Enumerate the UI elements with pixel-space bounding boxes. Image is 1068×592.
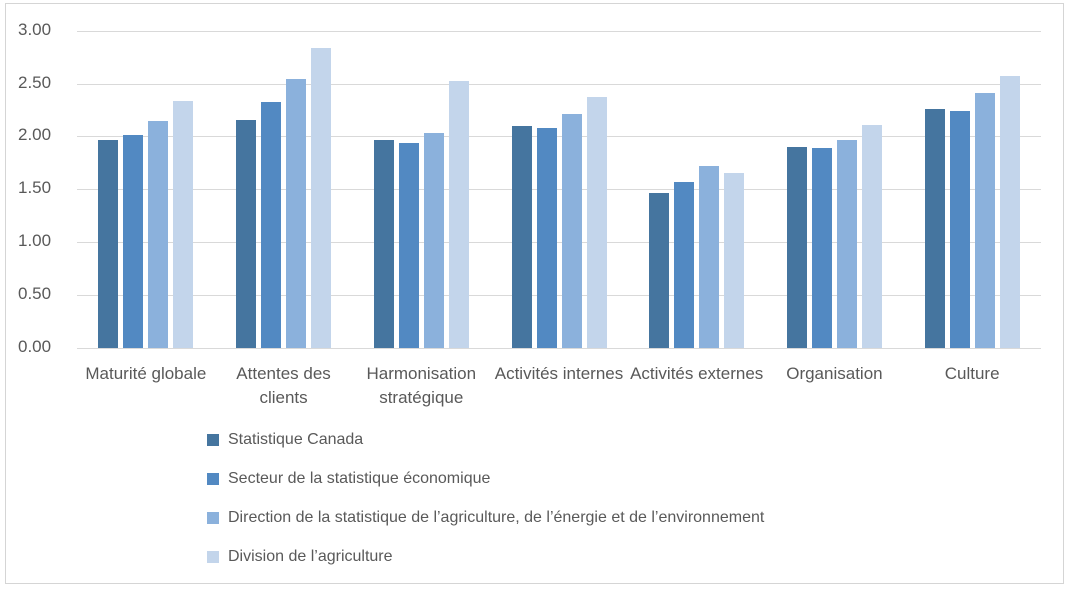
gridline [77, 136, 1041, 138]
legend-swatch-icon [207, 512, 219, 524]
bar-series3-cat1 [148, 120, 169, 348]
gridline [77, 348, 1041, 349]
legend-swatch-icon [207, 473, 219, 485]
bar-series3-cat7 [974, 93, 995, 348]
legend-label: Secteur de la statistique économique [228, 470, 491, 487]
x-axis-category-label: Attentes des clients [236, 364, 331, 407]
gridline [77, 30, 1041, 32]
gridline [77, 83, 1041, 85]
y-axis-tick-label: 1.50 [18, 178, 52, 198]
x-axis-category-label: Harmonisation stratégique [366, 364, 477, 407]
x-axis-category-label: Activités internes [494, 364, 624, 383]
bar-series2-cat5 [674, 181, 695, 348]
y-axis-tick-label: 1.00 [18, 231, 52, 251]
y-axis-tick-label: 2.50 [18, 72, 52, 92]
bar-series1-cat2 [236, 119, 257, 348]
legend-swatch-icon [207, 434, 219, 446]
bar-series1-cat7 [924, 108, 945, 348]
legend-item-2: Secteur de la statistique économique [207, 470, 764, 509]
bar-series4-cat3 [448, 81, 469, 348]
gridline [77, 295, 1041, 297]
bar-series4-cat2 [311, 47, 332, 348]
bar-series4-cat1 [173, 100, 194, 348]
bar-series4-cat6 [861, 124, 882, 348]
bar-series1-cat1 [98, 139, 119, 348]
bar-series3-cat3 [423, 133, 444, 348]
x-axis-category-label: Activités externes [630, 364, 764, 383]
y-axis-tick-label: 2.00 [18, 125, 52, 145]
x-axis-category-label: Organisation [786, 364, 883, 383]
x-axis-category-label: Culture [944, 364, 1000, 383]
legend-label: Direction de la statistique de l’agricul… [228, 509, 765, 526]
x-axis-category-label: Maturité globale [85, 364, 207, 383]
y-axis-tick-label: 0.00 [18, 337, 52, 356]
bar-series2-cat4 [536, 128, 557, 348]
y-axis-tick-label: 0.50 [18, 284, 52, 304]
bar-series2-cat1 [123, 135, 144, 348]
bar-series3-cat2 [286, 79, 307, 348]
bar-series2-cat3 [398, 142, 419, 348]
bar-series3-cat4 [561, 114, 582, 348]
legend-item-4: Division de l’agriculture [207, 548, 764, 587]
legend-swatch-icon [207, 551, 219, 563]
legend-label: Division de l’agriculture [228, 548, 393, 565]
bar-series2-cat2 [261, 101, 282, 348]
bar-series1-cat6 [786, 147, 807, 348]
bar-series2-cat6 [811, 148, 832, 348]
gridline [77, 189, 1041, 191]
legend: Statistique Canada Secteur de la statisti… [207, 431, 764, 587]
bar-series2-cat7 [949, 111, 970, 348]
legend-item-3: Direction de la statistique de l’agricul… [207, 509, 764, 548]
bar-series1-cat3 [373, 139, 394, 348]
bar-series4-cat7 [999, 76, 1020, 348]
bar-series1-cat5 [649, 192, 670, 348]
legend-item-1: Statistique Canada [207, 431, 764, 470]
bar-series3-cat5 [699, 166, 720, 348]
bar-series4-cat5 [724, 173, 745, 348]
bar-series1-cat4 [511, 125, 532, 348]
gridline [77, 242, 1041, 244]
bar-series3-cat6 [836, 139, 857, 348]
bar-series4-cat4 [586, 97, 607, 348]
legend-label: Statistique Canada [228, 431, 364, 448]
y-axis-tick-label: 3.00 [18, 19, 52, 39]
